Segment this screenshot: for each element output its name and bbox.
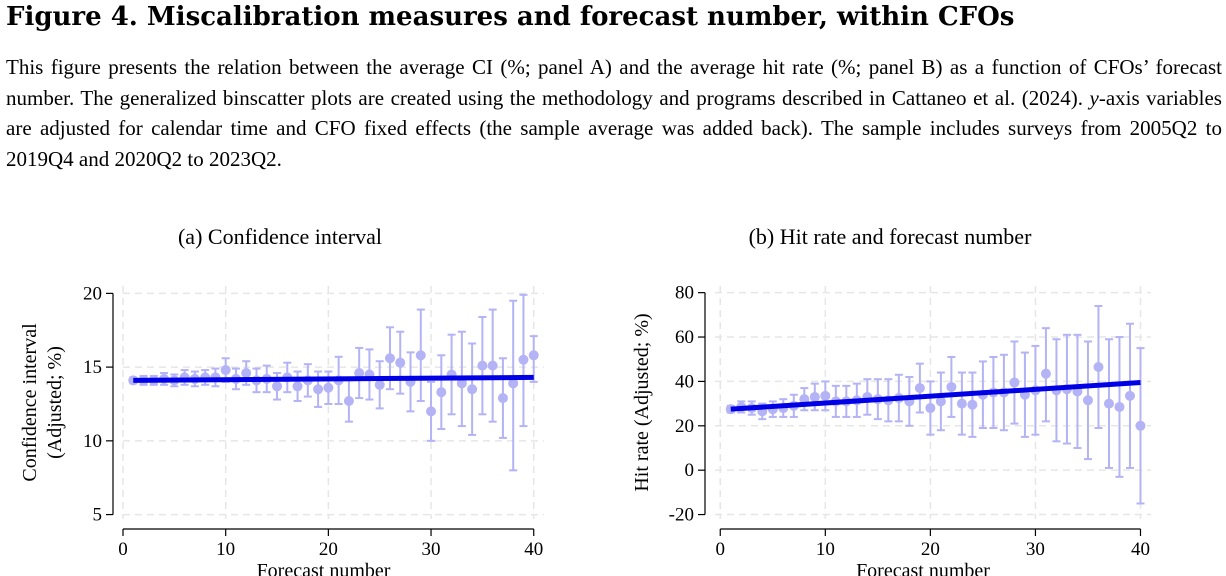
chart-a-y-tick-label: 5	[93, 505, 103, 526]
chart-a-point	[456, 378, 467, 389]
caption-axis-variable: y	[1089, 85, 1099, 110]
chart-a-point	[374, 379, 385, 390]
chart-b-point	[809, 391, 820, 402]
chart-a-point	[292, 381, 303, 392]
chart-a-y-tick-label: 10	[83, 431, 102, 452]
chart-b-fit-line	[730, 380, 1141, 412]
chart-a-point	[415, 350, 426, 361]
chart-b-point	[1135, 420, 1146, 431]
chart-a-point	[436, 387, 447, 398]
chart-a-point	[518, 354, 529, 365]
chart-b-y-axis-label: Hit rate (Adjusted; %)	[631, 313, 653, 491]
chart-a-point	[343, 396, 354, 407]
chart-a-point	[313, 384, 324, 395]
chart-b-point	[1124, 390, 1135, 401]
chart-a-y-axis-label-line: Confidence interval	[19, 323, 41, 482]
chart-a-point	[220, 365, 231, 376]
chart-b-point	[1103, 398, 1114, 409]
chart-a-point	[528, 350, 539, 361]
chart-a-point	[426, 406, 437, 417]
chart-b-point	[1114, 401, 1125, 412]
caption-text-start: This figure presents the relation betwee…	[6, 55, 1222, 110]
chart-a-point	[241, 368, 252, 379]
chart-b-y-tick-label: 60	[675, 327, 694, 348]
chart-a-x-tick-label: 20	[319, 539, 338, 560]
chart-a-y-tick-label: 15	[83, 357, 102, 378]
chart-b-point	[925, 403, 936, 414]
chart-a-point	[508, 378, 519, 389]
chart-a-y-axis-label-line: (Adjusted; %)	[44, 346, 66, 459]
chart-b-x-tick-label: 30	[1026, 539, 1045, 560]
figure-title: Figure 4. Miscalibration measures and fo…	[6, 2, 1015, 32]
chart-b-x-tick-label: 20	[921, 539, 940, 560]
chart-b-x-tick-label: 10	[816, 539, 835, 560]
chart-a-point	[395, 357, 406, 368]
chart-b-point	[1040, 368, 1051, 379]
chart-b-point	[946, 381, 957, 392]
chart-a-point	[354, 368, 365, 379]
chart-a-x-tick-label: 40	[524, 539, 543, 560]
chart-a-x-axis-label: Forecast number	[257, 560, 391, 576]
chart-b-x-tick-label: 40	[1131, 539, 1150, 560]
chart-a-title: (a) Confidence interval	[178, 224, 382, 249]
chart-b-y-tick-label: 80	[675, 283, 694, 304]
chart-b-point	[1093, 361, 1104, 372]
panel-b-chart: (b) Hit rate and forecast number -20 0 20 40…	[631, 224, 1151, 576]
chart-a-point	[497, 393, 508, 404]
chart-a-point	[323, 382, 334, 393]
chart-b-point	[820, 390, 831, 401]
chart-a-point	[477, 360, 488, 371]
chart-b-title: (b) Hit rate and forecast number	[749, 224, 1032, 249]
chart-a-y-axis-label: Confidence interval (Adjusted; %)	[19, 323, 66, 482]
chart-b-x-axis-label: Forecast number	[856, 560, 990, 576]
chart-b-x-tick-label: 0	[716, 539, 726, 560]
chart-a-y-tick-label: 20	[83, 283, 102, 304]
chart-b-point	[935, 396, 946, 407]
chart-a-x-tick-label: 30	[422, 539, 441, 560]
figure-caption: This figure presents the relation betwee…	[6, 52, 1222, 174]
chart-b-y-tick-label: -20	[669, 505, 694, 526]
chart-a-point	[384, 353, 395, 364]
chart-b-point	[914, 383, 925, 394]
chart-b-point	[956, 398, 967, 409]
chart-b-y-axis-label-line: Hit rate (Adjusted; %)	[631, 313, 653, 491]
chart-a-fit-line	[133, 374, 534, 383]
chart-a-point	[487, 360, 498, 371]
chart-b-y-tick-label: 0	[685, 460, 695, 481]
panel-a-chart: (a) Confidence interval 5 10 15 20 0 10 20 30 40 F…	[19, 224, 544, 576]
chart-b-point	[1009, 377, 1020, 388]
chart-a-point	[467, 384, 478, 395]
chart-b-point	[1082, 395, 1093, 406]
chart-b-point	[967, 399, 978, 410]
chart-b-y-tick-label: 20	[675, 416, 694, 437]
chart-a-point	[272, 381, 283, 392]
chart-b-y-tick-label: 40	[675, 371, 694, 392]
chart-a-x-tick-label: 0	[118, 539, 128, 560]
chart-b-point	[799, 394, 810, 405]
chart-a-x-tick-label: 10	[216, 539, 235, 560]
caption-text-end: -axis variables are adjusted for calenda…	[6, 85, 1222, 171]
